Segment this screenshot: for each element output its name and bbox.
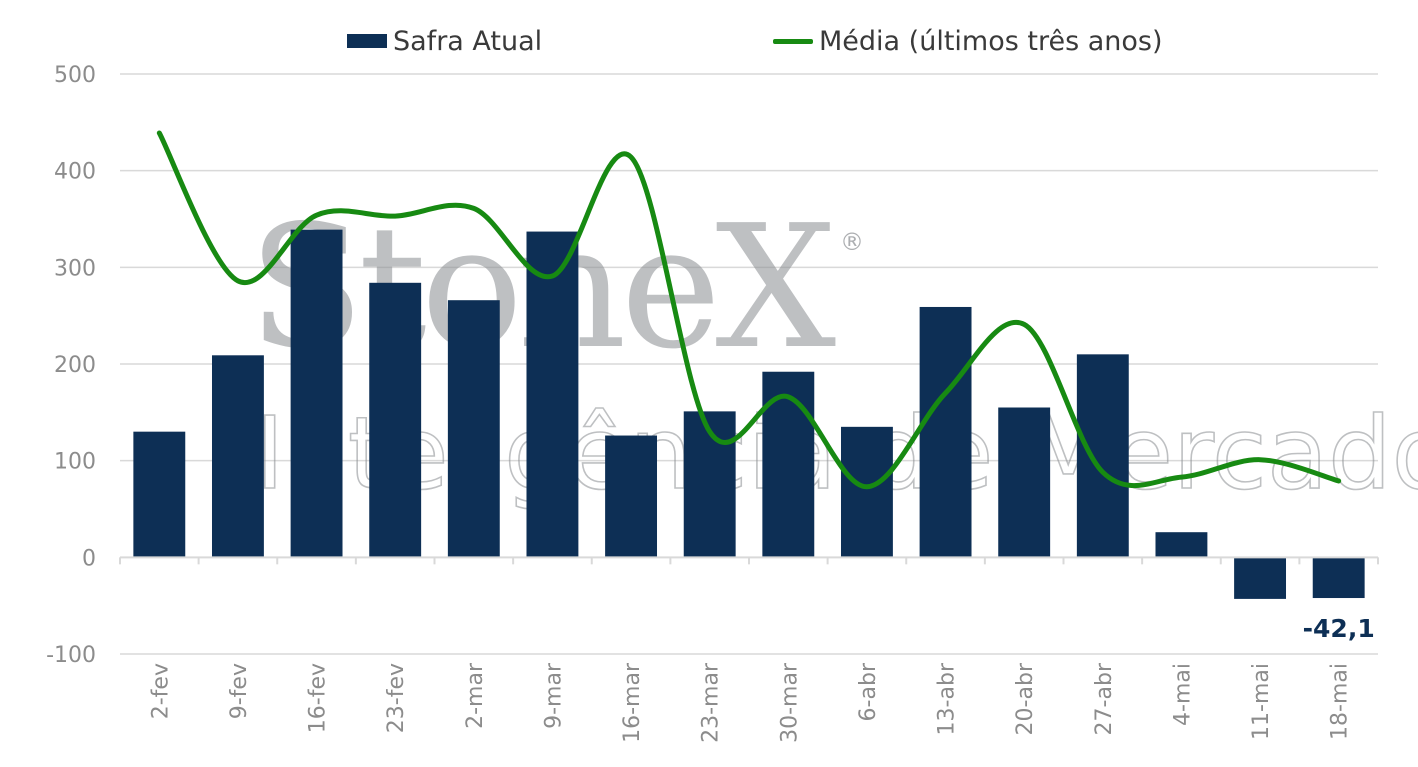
bar <box>211 355 264 558</box>
x-tick-label: 4-mai <box>1170 663 1195 726</box>
y-tick-label: 200 <box>54 353 96 378</box>
x-tick-label: 2-mar <box>463 662 488 729</box>
x-tick-label: 9-fev <box>227 663 252 719</box>
x-tick-label: 23-fev <box>384 663 409 733</box>
bar <box>369 282 422 558</box>
data-labels: -42,1 <box>1303 614 1375 643</box>
x-tick-label: 6-abr <box>856 662 881 721</box>
legend-swatch-line <box>773 38 813 44</box>
chart-legend: Safra Atual Média (últimos três anos) <box>0 22 1418 62</box>
x-tick-label: 13-abr <box>935 662 960 735</box>
bar <box>1076 354 1129 558</box>
bar <box>605 435 658 558</box>
line-series-media <box>156 130 1342 490</box>
series-line <box>156 130 1342 490</box>
legend-item-media: Média (últimos três anos) <box>773 22 1163 60</box>
x-tick-label: 27-abr <box>1092 662 1117 735</box>
x-tick-label: 23-mar <box>699 662 724 743</box>
legend-swatch-bar <box>347 34 387 48</box>
x-tick-label: 11-mai <box>1249 663 1274 740</box>
legend-label-safra-atual: Safra Atual <box>393 25 543 57</box>
bar <box>447 300 500 558</box>
bar-series-safra-atual <box>133 229 1365 599</box>
legend-label-media: Média (últimos três anos) <box>819 25 1163 57</box>
x-tick-label: 9-mar <box>541 662 566 729</box>
y-axis: 500 400 300 200 100 0 -100 <box>46 63 96 668</box>
y-tick-label: 500 <box>54 63 96 88</box>
watermark-registered-mark: ® <box>840 228 864 256</box>
x-tick-label: 16-fev <box>306 663 331 733</box>
x-tick-label: 16-mar <box>620 662 645 743</box>
bar <box>919 306 972 558</box>
bar <box>290 229 343 558</box>
data-label: -42,1 <box>1303 614 1375 643</box>
bar <box>133 431 186 558</box>
bar <box>526 231 579 558</box>
x-tick-label: 30-mar <box>777 662 802 743</box>
y-tick-label: 100 <box>54 450 96 475</box>
y-tick-label: 400 <box>54 160 96 185</box>
bar <box>998 407 1051 558</box>
legend-item-safra-atual: Safra Atual <box>347 22 542 60</box>
bar <box>840 426 893 558</box>
x-tick-label: 20-abr <box>1013 662 1038 735</box>
y-tick-label: 300 <box>54 256 96 281</box>
bar <box>1234 557 1287 599</box>
x-tick-label: 18-mai <box>1328 663 1353 740</box>
x-tick-label: 2-fev <box>148 663 173 719</box>
bar <box>1155 532 1208 558</box>
y-tick-label: 0 <box>82 546 96 571</box>
y-tick-label: -100 <box>46 643 96 668</box>
watermark-tagline: Inteligência de Mercado <box>255 395 1418 512</box>
x-axis: 2-fev 9-fev 16-fev 23-fev 2-mar 9-mar 16-mar 23… <box>119 556 1379 743</box>
bar <box>1312 557 1365 599</box>
